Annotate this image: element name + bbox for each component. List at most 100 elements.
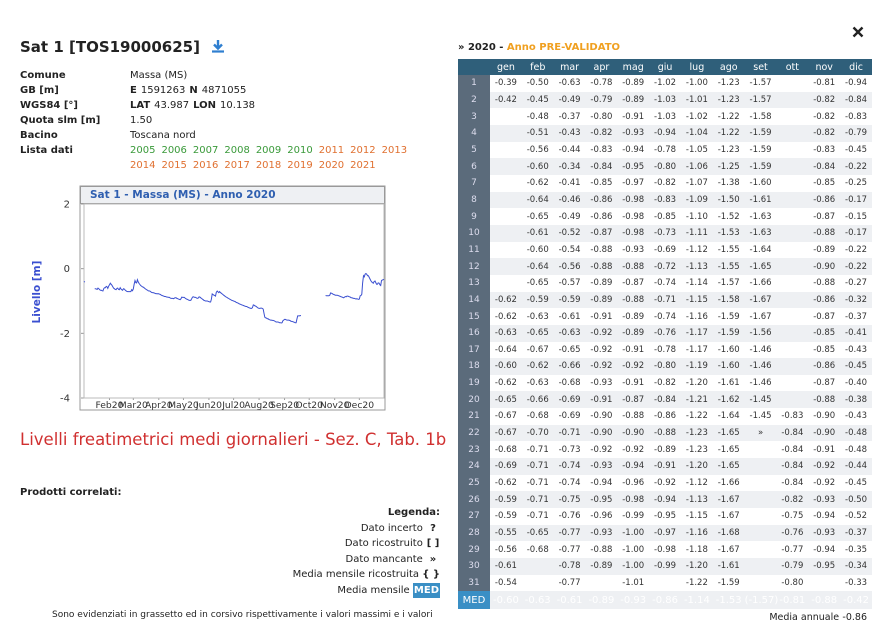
- year-link[interactable]: 2018: [255, 160, 282, 171]
- day-row: 19 -0.62 -0.63 -0.68 -0.93 -0.91 -0.82 -1.20 -1.…: [458, 374, 872, 392]
- year-link[interactable]: 2008: [224, 145, 250, 156]
- month-header: giu: [649, 59, 681, 75]
- cell: -0.27: [845, 278, 868, 289]
- cell: -0.52: [845, 511, 868, 522]
- cell: [490, 208, 522, 225]
- day-label: 6: [458, 158, 490, 175]
- cell: -0.72: [649, 258, 681, 275]
- cell: -0.62: [494, 311, 517, 322]
- day-label: 16: [458, 324, 490, 342]
- chart: Sat 1 - Massa (MS) - Anno 2020 Livello […: [31, 185, 386, 411]
- day-label: 15: [458, 308, 490, 325]
- cell: -0.22: [840, 258, 872, 275]
- cell: -0.85: [808, 324, 841, 342]
- cell: -1.18: [685, 544, 708, 555]
- y-axis-label: Livello [m]: [31, 261, 43, 324]
- y-tick-label: -4: [60, 394, 70, 405]
- cell: -0.37: [845, 311, 868, 322]
- cell: -1.60: [749, 178, 772, 189]
- cell: -0.64: [494, 344, 517, 355]
- cell: -1.59: [712, 324, 745, 342]
- cell: -0.91: [813, 444, 836, 455]
- day-label: 25: [458, 474, 490, 492]
- year-link[interactable]: 2007: [192, 145, 219, 156]
- cell: -0.80: [649, 358, 681, 375]
- cell: -0.32: [840, 291, 872, 309]
- day-row: 18 -0.60 -0.62 -0.66 -0.92 -0.92 -0.80 -1.19 -1.…: [458, 358, 872, 375]
- day-row: 12 -0.64 -0.56 -0.88 -0.88 -0.72 -1.13 -1.55 -1.…: [458, 258, 872, 275]
- cell: -0.94: [622, 144, 645, 155]
- year-link[interactable]: 2016: [192, 160, 219, 171]
- cell: -0.59: [494, 511, 517, 522]
- cell: -0.88: [617, 258, 650, 275]
- cell: -0.88: [808, 591, 841, 610]
- year-link[interactable]: 2014: [130, 160, 156, 171]
- cell: -0.82: [585, 124, 618, 142]
- x-tick-label: May20: [168, 400, 199, 411]
- legend-label: Media mensile: [337, 584, 410, 596]
- cell: [776, 208, 808, 225]
- year-link[interactable]: 2009: [255, 145, 282, 156]
- cell: -0.96: [590, 511, 613, 522]
- cell: -0.40: [845, 378, 868, 389]
- year-link[interactable]: 2015: [161, 160, 187, 171]
- cell: -0.50: [526, 78, 549, 89]
- cell: -0.77: [553, 524, 586, 542]
- cell: -1.58: [712, 291, 745, 309]
- year-link[interactable]: 2011: [318, 145, 345, 156]
- cell: [776, 108, 808, 125]
- cell: -1.45: [744, 391, 777, 409]
- cell: -1.22: [685, 578, 708, 589]
- cell: -0.93: [617, 124, 650, 142]
- cell: -0.94: [649, 124, 681, 142]
- cell: -1.01: [680, 91, 713, 109]
- cell: -0.64: [521, 258, 554, 275]
- cell: -0.52: [553, 224, 586, 242]
- download-icon[interactable]: [211, 39, 225, 53]
- cell: [745, 575, 777, 592]
- year-link[interactable]: 2012: [350, 145, 376, 156]
- data-table: gen feb mar apr mag giu lug ago set ott nov dic 1 -0.…: [458, 59, 872, 610]
- year-link[interactable]: 2010: [287, 145, 313, 156]
- cell: [776, 258, 809, 275]
- cell: -0.74: [558, 478, 581, 489]
- cell: -0.95: [654, 511, 677, 522]
- cell: [776, 142, 808, 159]
- cell: -1.09: [680, 191, 713, 209]
- cell: -0.89: [813, 244, 836, 255]
- cell: -0.60: [526, 244, 549, 255]
- cell: -0.88: [622, 411, 645, 422]
- info-label: Bacino: [20, 130, 58, 141]
- cell: [776, 275, 808, 292]
- cell: [745, 508, 777, 525]
- cell: [776, 158, 809, 175]
- cell: -0.77: [558, 578, 581, 589]
- cell: [776, 175, 808, 192]
- info-row: GB [m] E 1591263 N 4871055: [20, 83, 420, 98]
- year-link[interactable]: 2021: [350, 160, 376, 171]
- cell: -0.88: [590, 244, 613, 255]
- cell: -1.46: [744, 358, 777, 375]
- year-link[interactable]: 2005: [130, 145, 156, 156]
- cell: -1.00: [617, 524, 650, 542]
- day-row: 3 -0.48 -0.37 -0.80 -0.91 -1.03 -1.02 -1.22 -1.5…: [458, 108, 872, 125]
- cell: [776, 75, 808, 92]
- close-button[interactable]: [852, 26, 864, 38]
- cell: -1.65: [712, 458, 745, 475]
- cell: -0.89: [585, 591, 618, 610]
- month-header: gen: [490, 59, 522, 75]
- cell: [776, 358, 809, 375]
- cell: -1.14: [680, 591, 713, 610]
- cell: -0.98: [617, 491, 650, 509]
- year-link[interactable]: 2019: [287, 160, 313, 171]
- cell: -1.45: [749, 411, 772, 422]
- year-link[interactable]: 2013: [381, 145, 408, 156]
- year-link[interactable]: 2017: [224, 160, 250, 171]
- day-label: 29: [458, 541, 490, 559]
- year-link[interactable]: 2020: [318, 160, 345, 171]
- plot-area: [83, 203, 385, 399]
- cell: -0.63: [526, 378, 549, 389]
- year-link[interactable]: 2006: [161, 145, 187, 156]
- day-label: 2: [458, 91, 490, 109]
- cell: -0.62: [490, 291, 522, 309]
